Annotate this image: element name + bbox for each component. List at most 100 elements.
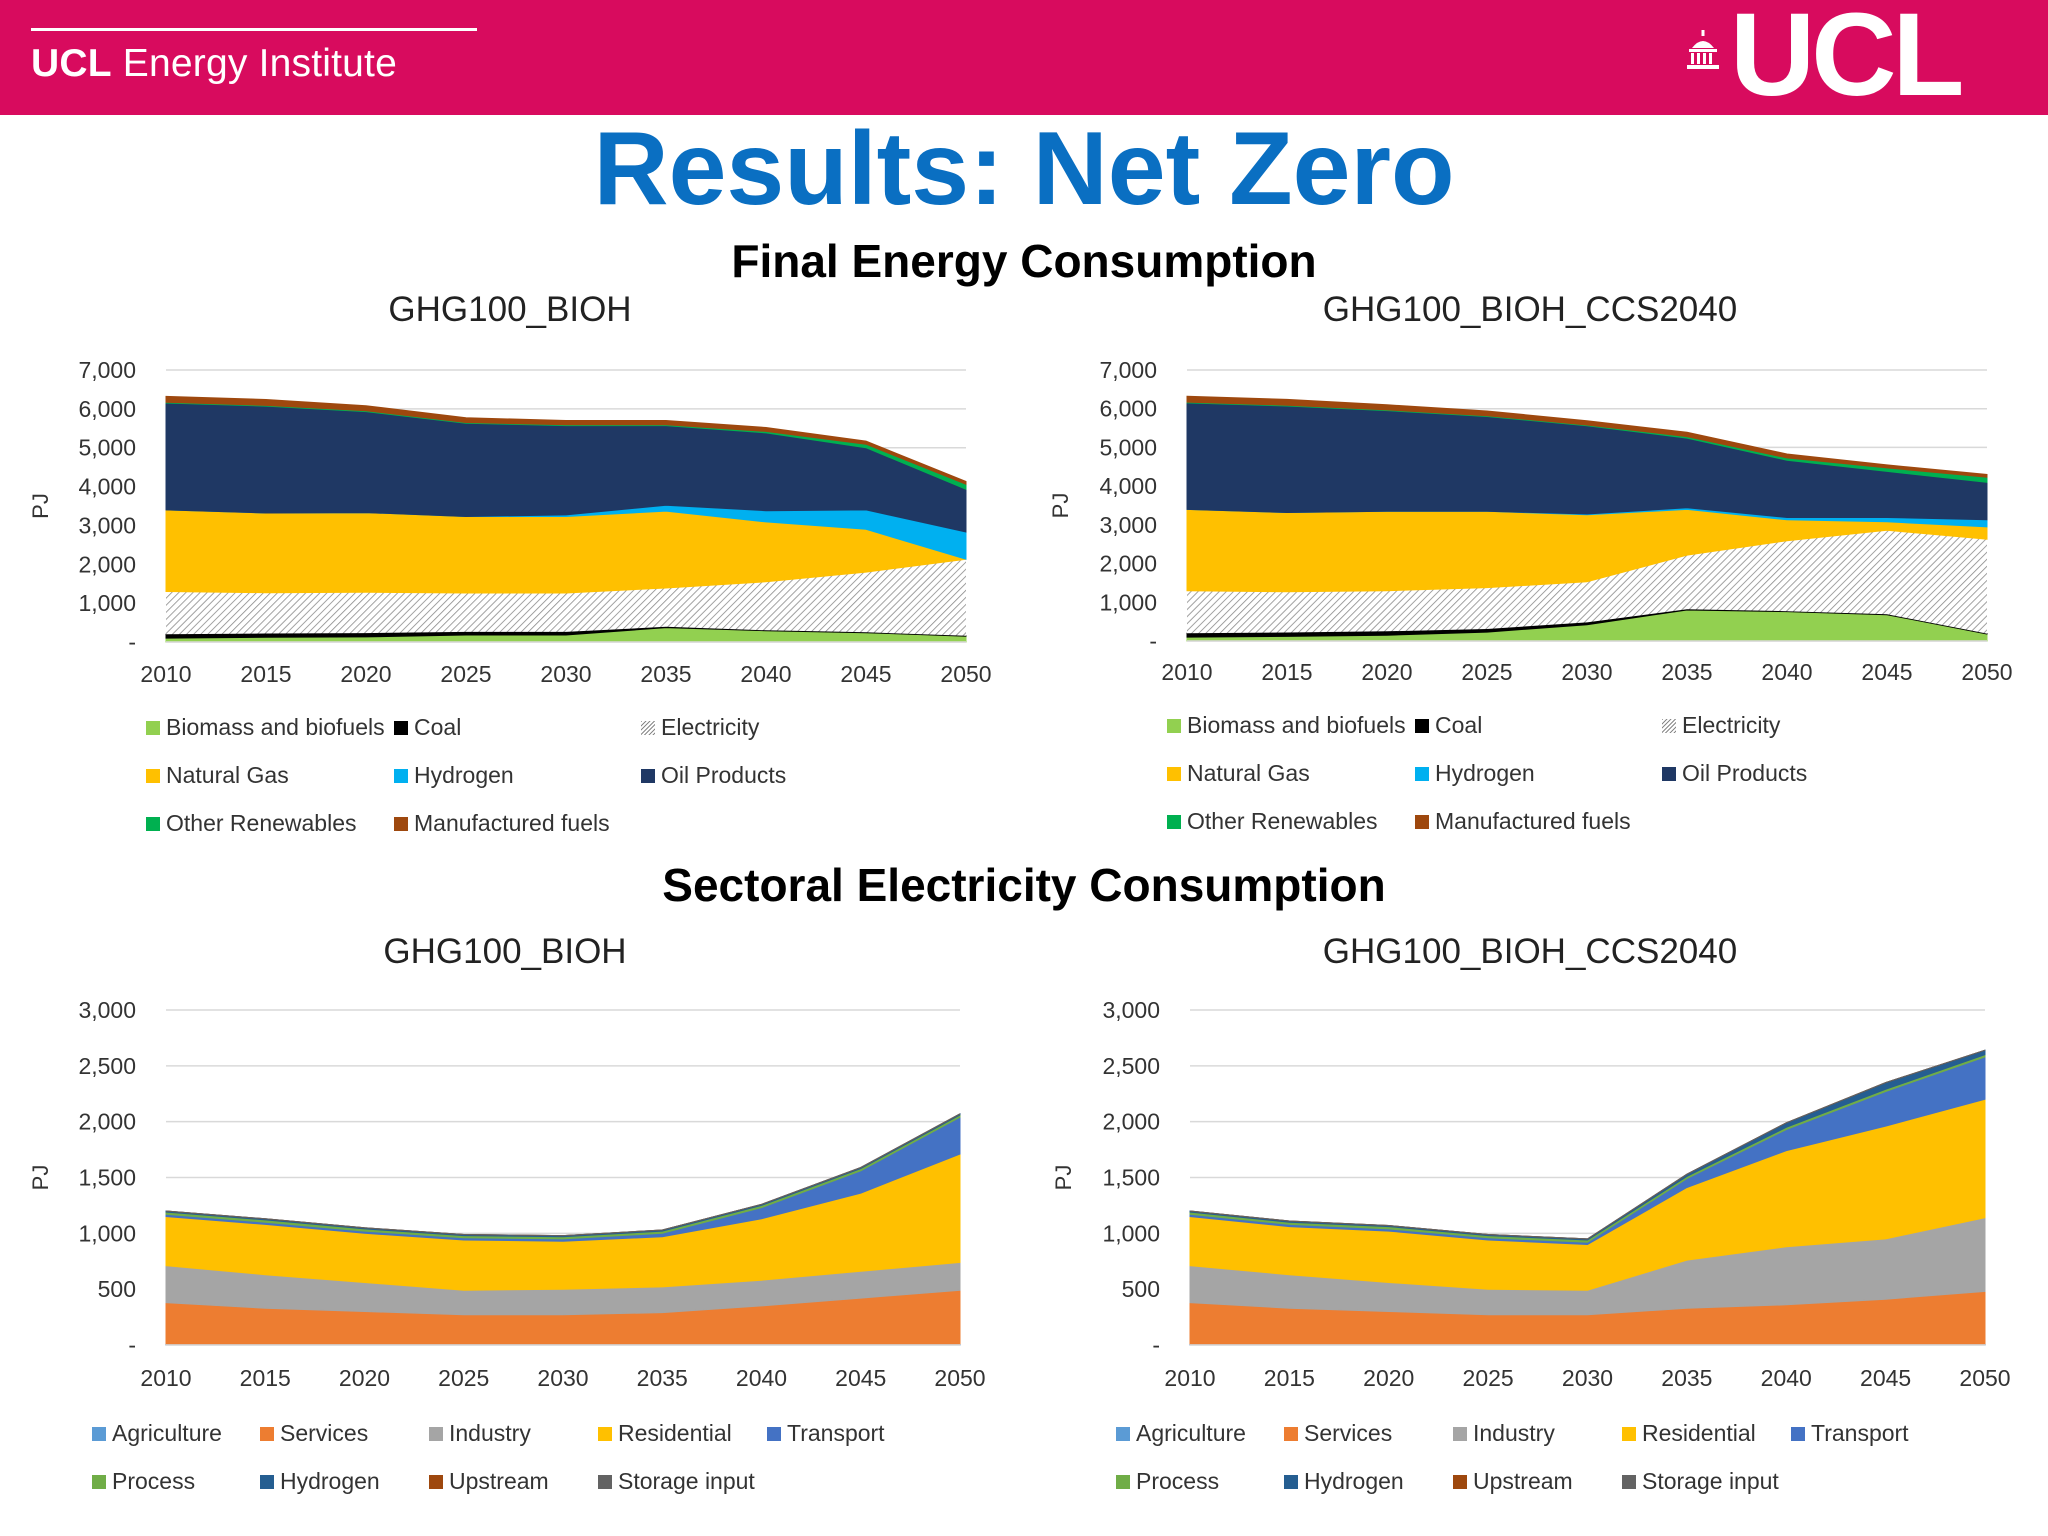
legend-item: Storage input bbox=[1622, 1468, 1779, 1495]
legend-item: Natural Gas bbox=[146, 762, 289, 789]
legend-swatch bbox=[1415, 766, 1429, 781]
portico-dome-icon bbox=[1687, 30, 1719, 69]
legend-label: Electricity bbox=[1682, 712, 1781, 738]
legend-item: Industry bbox=[429, 1420, 531, 1447]
legend-swatch bbox=[1116, 1426, 1130, 1441]
legend-label: Hydrogen bbox=[280, 1468, 380, 1494]
y-tick-label: 6,000 bbox=[1099, 396, 1157, 422]
x-tick-label: 2020 bbox=[1363, 1365, 1414, 1391]
legend-item: Residential bbox=[1622, 1420, 1756, 1447]
legend-label: Hydrogen bbox=[1304, 1468, 1404, 1494]
legend-item: Manufactured fuels bbox=[1415, 808, 1631, 835]
y-tick-label: 2,500 bbox=[78, 1053, 136, 1079]
legend-item: Biomass and biofuels bbox=[146, 714, 385, 741]
legend-swatch bbox=[1167, 718, 1181, 733]
legend-label: Other Renewables bbox=[1187, 808, 1378, 834]
ucl-logo: UCL bbox=[1686, 0, 1986, 115]
legend-label: Natural Gas bbox=[1187, 760, 1310, 786]
legend-swatch bbox=[429, 1474, 443, 1489]
y-tick-label: 2,000 bbox=[78, 551, 136, 577]
y-tick-label: 3,000 bbox=[78, 997, 136, 1023]
area-storage-input bbox=[1189, 1049, 1986, 1240]
legend-swatch bbox=[92, 1474, 106, 1489]
legend-label: Transport bbox=[1811, 1420, 1909, 1446]
y-tick-label: 7,000 bbox=[1099, 357, 1157, 383]
x-tick-label: 2035 bbox=[1661, 1365, 1712, 1391]
x-tick-label: 2030 bbox=[540, 661, 591, 687]
x-tick-label: 2035 bbox=[640, 661, 691, 687]
legend-item: Storage input bbox=[598, 1468, 755, 1495]
legend-label: Other Renewables bbox=[166, 810, 357, 836]
y-tick-label: - bbox=[128, 629, 136, 655]
legend-label: Biomass and biofuels bbox=[166, 714, 385, 740]
x-tick-label: 2050 bbox=[934, 1365, 985, 1391]
legend-label: Industry bbox=[1473, 1420, 1555, 1446]
y-tick-label: 1,000 bbox=[78, 590, 136, 616]
y-tick-label: 5,000 bbox=[1099, 434, 1157, 460]
legend-swatch bbox=[146, 720, 160, 735]
x-tick-label: 2020 bbox=[339, 1365, 390, 1391]
y-tick-label: 1,000 bbox=[1099, 589, 1157, 615]
legend-swatch bbox=[1167, 766, 1181, 781]
x-tick-label: 2035 bbox=[1661, 659, 1712, 685]
legend-item: Manufactured fuels bbox=[394, 810, 610, 837]
y-tick-label: 1,000 bbox=[78, 1220, 136, 1246]
x-tick-label: 2025 bbox=[1461, 659, 1512, 685]
legend-label: Upstream bbox=[449, 1468, 549, 1494]
ucl-logo-text: UCL bbox=[1730, 0, 1965, 121]
legend-item: Upstream bbox=[1453, 1468, 1573, 1495]
x-tick-label: 2025 bbox=[1463, 1365, 1514, 1391]
legend-label: Coal bbox=[414, 714, 462, 740]
y-tick-label: 500 bbox=[1122, 1276, 1160, 1302]
x-tick-label: 2025 bbox=[438, 1365, 489, 1391]
x-tick-label: 2015 bbox=[1261, 659, 1312, 685]
x-tick-label: 2040 bbox=[740, 661, 791, 687]
chart-title-elec-bioh: GHG100_BIOH bbox=[383, 932, 627, 971]
y-tick-label: 1,500 bbox=[1102, 1165, 1160, 1191]
legend-label: Manufactured fuels bbox=[414, 810, 610, 836]
y-tick-label: - bbox=[128, 1332, 136, 1358]
x-tick-label: 2045 bbox=[840, 661, 891, 687]
legend-swatch bbox=[1453, 1426, 1467, 1441]
legend-item: Coal bbox=[1415, 712, 1482, 739]
legend-swatch bbox=[641, 720, 655, 735]
legend-item: Coal bbox=[394, 714, 461, 741]
y-axis-label: PJ bbox=[1051, 1165, 1076, 1191]
legend-swatch bbox=[1167, 814, 1181, 829]
chart-title-final-bioh: GHG100_BIOH bbox=[388, 290, 632, 329]
x-tick-label: 2020 bbox=[1361, 659, 1412, 685]
x-tick-label: 2045 bbox=[835, 1365, 886, 1391]
legend-item: Hydrogen bbox=[1284, 1468, 1404, 1495]
y-tick-label: 3,000 bbox=[78, 512, 136, 538]
legend-swatch bbox=[1453, 1474, 1467, 1489]
legend-label: Oil Products bbox=[661, 762, 787, 788]
legend-label: Transport bbox=[787, 1420, 885, 1446]
x-tick-label: 2010 bbox=[1164, 1365, 1215, 1391]
x-tick-label: 2010 bbox=[140, 1365, 191, 1391]
chart-title-elec-ccs2040: GHG100_BIOH_CCS2040 bbox=[1322, 932, 1738, 971]
legend-label: Services bbox=[280, 1420, 369, 1446]
legend-item: Upstream bbox=[429, 1468, 549, 1495]
x-tick-label: 2040 bbox=[736, 1365, 787, 1391]
y-tick-label: 1,000 bbox=[1102, 1220, 1160, 1246]
y-tick-label: - bbox=[1149, 628, 1157, 654]
area-electricity bbox=[166, 559, 966, 636]
x-tick-label: 2040 bbox=[1761, 659, 1812, 685]
legend-swatch bbox=[1116, 1474, 1130, 1489]
x-tick-label: 2045 bbox=[1861, 659, 1912, 685]
legend-item: Transport bbox=[767, 1420, 885, 1447]
legend-item: Electricity bbox=[1662, 712, 1780, 739]
legend-swatch bbox=[1415, 814, 1429, 829]
legend-label: Upstream bbox=[1473, 1468, 1573, 1494]
x-tick-label: 2010 bbox=[140, 661, 191, 687]
legend-swatch bbox=[1622, 1474, 1636, 1489]
legend-swatch bbox=[146, 768, 160, 783]
legend-item: Process bbox=[92, 1468, 195, 1495]
legend-item: Oil Products bbox=[641, 762, 786, 789]
legend-swatch bbox=[767, 1426, 781, 1441]
legend-swatch bbox=[1415, 718, 1429, 733]
y-tick-label: 7,000 bbox=[78, 357, 136, 383]
legend-swatch bbox=[260, 1426, 274, 1441]
legend-item: Residential bbox=[598, 1420, 732, 1447]
